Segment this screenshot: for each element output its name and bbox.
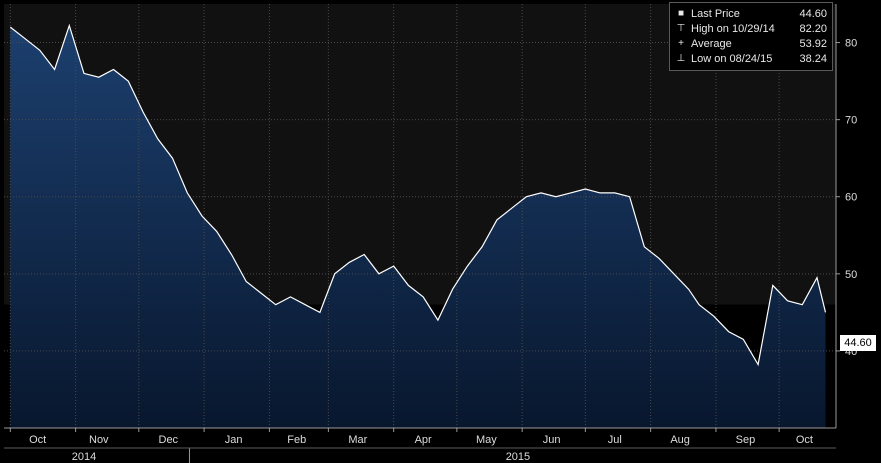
x-month-label: Apr <box>415 434 432 446</box>
x-month-label: Aug <box>670 434 690 446</box>
legend-label: High on 10/29/14 <box>691 23 775 35</box>
legend-label: Last Price <box>691 8 740 20</box>
legend-value: 82.20 <box>799 23 827 35</box>
y-tick-label: 60 <box>845 192 857 204</box>
legend-label: Average <box>691 38 732 50</box>
x-year-label: 2015 <box>506 451 530 463</box>
legend-value: 38.24 <box>799 53 827 65</box>
x-month-label: Nov <box>89 434 109 446</box>
price-line <box>9 23 827 367</box>
legend-label: Low on 08/24/15 <box>691 53 773 65</box>
x-month-label: Sep <box>736 434 756 446</box>
y-tick-label: 70 <box>845 115 857 127</box>
legend-row-last-price: ■ Last Price 44.60 <box>670 7 832 21</box>
chart-legend: ■ Last Price 44.60 ⊤ High on 10/29/14 82… <box>669 2 833 71</box>
legend-row-low: ⊥ Low on 08/24/15 38.24 <box>670 52 832 66</box>
legend-row-average: + Average 53.92 <box>670 37 832 51</box>
legend-row-high: ⊤ High on 10/29/14 82.20 <box>670 22 832 36</box>
x-year-label: 2014 <box>72 451 96 463</box>
average-marker-icon: + <box>678 38 684 49</box>
x-month-label: Feb <box>287 434 306 446</box>
price-area <box>10 25 826 428</box>
y-tick-label: 50 <box>845 269 857 281</box>
y-tick-label: 80 <box>845 38 857 50</box>
legend-value: 44.60 <box>799 8 827 20</box>
x-month-label: Mar <box>348 434 367 446</box>
legend-square-icon: ■ <box>677 8 685 19</box>
x-month-label: Jun <box>543 434 561 446</box>
low-marker-icon: ⊥ <box>676 53 686 64</box>
x-month-label: Jan <box>225 434 243 446</box>
legend-value: 53.92 <box>799 38 827 50</box>
x-month-label: Jul <box>608 434 622 446</box>
x-month-label: Oct <box>29 434 46 446</box>
last-price-tag: 44.60 <box>840 335 876 351</box>
x-month-label: Oct <box>796 434 813 446</box>
x-month-label: Dec <box>159 434 179 446</box>
high-marker-icon: ⊤ <box>676 23 686 34</box>
x-month-label: May <box>476 434 497 446</box>
